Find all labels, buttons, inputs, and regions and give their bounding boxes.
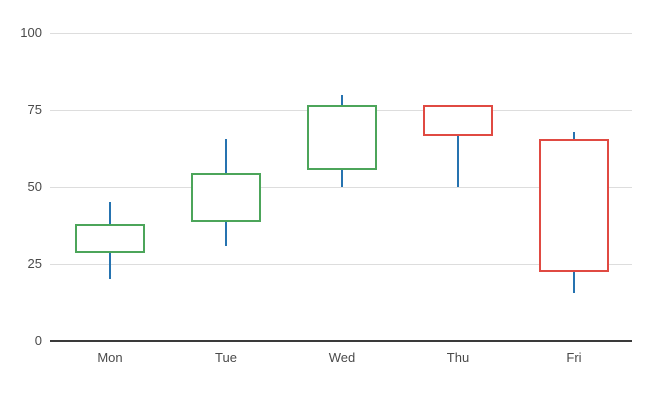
candle-wick [457, 105, 459, 187]
candle-body [539, 139, 609, 272]
candle-body [307, 105, 377, 171]
candle-mon[interactable] [75, 202, 145, 280]
x-tick-label-tue: Tue [215, 350, 237, 365]
x-axis-line [50, 340, 632, 342]
candle-body [423, 105, 493, 137]
y-tick-label-50: 50 [27, 179, 42, 194]
y-tick-label-0: 0 [34, 333, 42, 348]
candle-body [191, 173, 261, 223]
candle-tue[interactable] [191, 139, 261, 246]
gridline-y25 [50, 264, 632, 265]
candle-wed[interactable] [307, 94, 377, 187]
gridline-y50 [50, 187, 632, 188]
y-tick-label-75: 75 [27, 102, 42, 117]
x-tick-label-mon: Mon [97, 350, 123, 365]
x-tick-label-thu: Thu [446, 350, 470, 365]
candle-fri[interactable] [539, 131, 609, 294]
candle-thu[interactable] [423, 105, 493, 187]
y-tick-label-25: 25 [27, 256, 42, 271]
x-tick-label-fri: Fri [566, 350, 582, 365]
x-tick-label-wed: Wed [328, 350, 356, 365]
y-tick-label-100: 100 [20, 25, 42, 40]
gridline-y100 [50, 33, 632, 34]
candle-body [75, 223, 145, 254]
